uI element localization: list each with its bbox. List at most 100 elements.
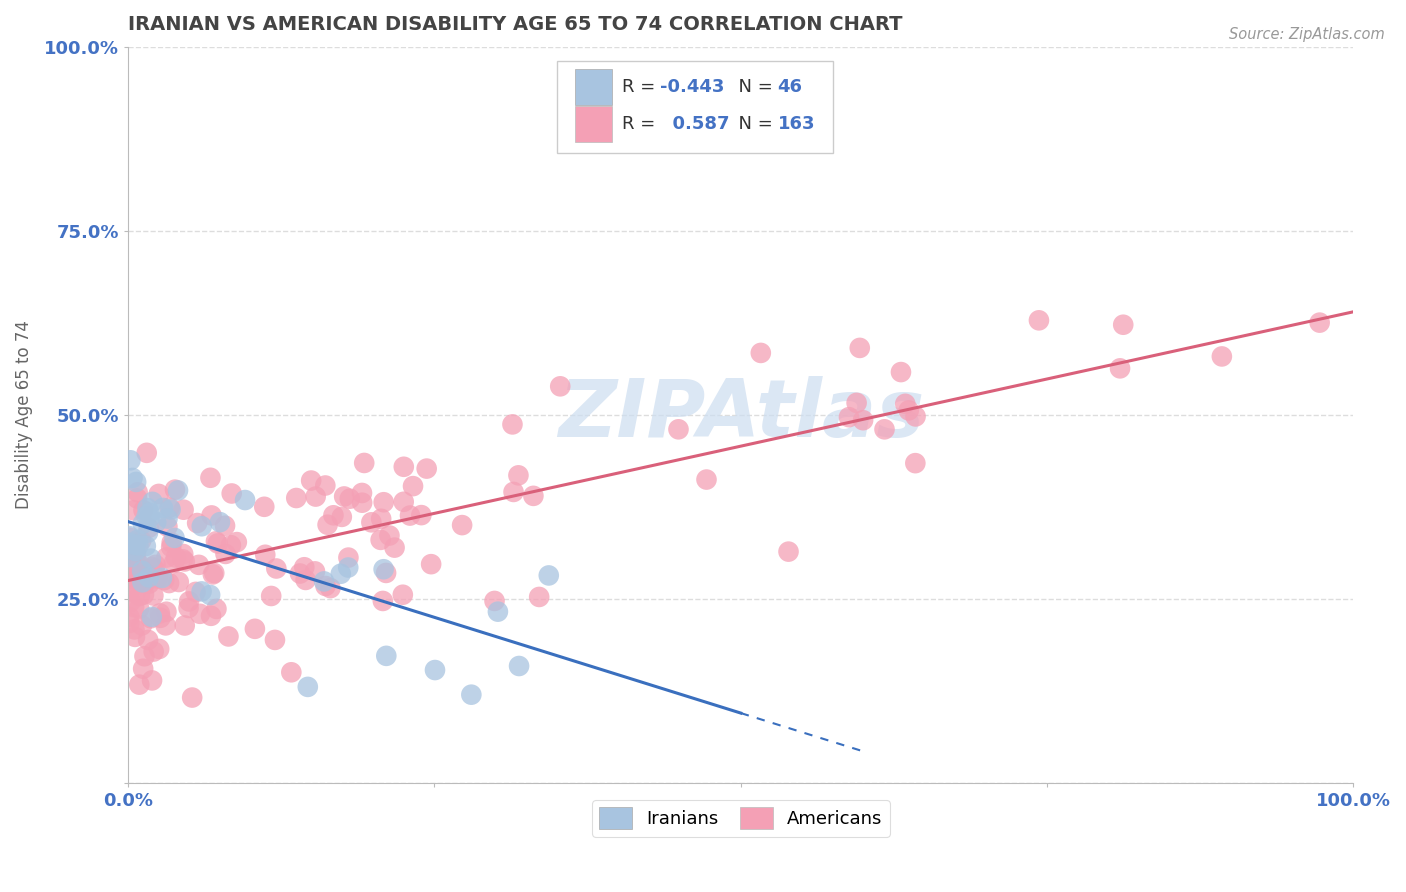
Point [118,583,141,598]
Point [118,529,141,543]
Point [350,486,373,500]
Point [125,547,148,561]
Point [411,508,433,522]
Point [1211,350,1233,364]
Point [122,600,145,615]
Point [141,610,163,624]
Point [127,491,149,506]
Point [392,495,415,509]
Point [190,584,212,599]
Point [120,453,142,467]
Point [280,665,302,680]
Point [845,396,868,410]
Point [131,575,153,590]
Point [1309,316,1331,330]
Point [501,417,523,432]
Point [155,618,177,632]
Point [172,552,194,566]
Point [118,561,141,575]
Point [132,662,155,676]
Point [156,511,179,525]
Text: R =: R = [621,78,661,96]
Point [135,539,157,553]
Point [120,571,142,585]
Point [118,568,141,582]
Point [124,567,146,582]
FancyBboxPatch shape [575,70,612,105]
Point [160,540,183,554]
Point [173,502,195,516]
Point [890,365,912,379]
Point [181,690,204,705]
Point [156,519,179,533]
Point [423,663,446,677]
Point [177,601,200,615]
Point [486,605,509,619]
Point [118,610,141,624]
Point [522,489,544,503]
Point [392,459,415,474]
Point [373,562,395,576]
Text: 0.587: 0.587 [659,115,730,133]
Point [219,538,242,552]
Point [153,573,176,587]
Point [370,512,392,526]
Point [353,456,375,470]
Point [333,490,356,504]
Point [134,649,156,664]
Point [145,558,167,572]
Point [370,533,392,547]
FancyBboxPatch shape [575,106,612,142]
Point [128,573,150,587]
Point [260,589,283,603]
Point [322,508,344,523]
Point [141,495,163,509]
Point [537,568,560,582]
Point [337,560,360,574]
Point [305,490,328,504]
Point [159,502,181,516]
Point [132,503,155,517]
Legend: Iranians, Americans: Iranians, Americans [592,800,890,837]
Point [205,534,228,549]
Point [352,496,374,510]
Point [264,632,287,647]
Point [138,506,160,520]
Point [314,478,336,492]
Point [243,622,266,636]
Point [266,561,288,575]
Point [138,576,160,591]
Point [121,471,143,485]
Point [668,422,690,436]
Point [152,500,174,515]
Point [217,630,239,644]
Point [198,588,221,602]
Point [214,518,236,533]
Point [128,589,150,603]
Point [420,557,443,571]
Point [460,688,482,702]
Point [134,576,156,591]
Point [132,516,155,531]
Point [167,483,190,498]
Point [145,515,167,529]
Point [375,648,398,663]
Point [124,544,146,558]
Point [125,475,148,489]
Point [221,486,243,500]
Point [329,566,352,581]
Point [124,623,146,637]
Point [120,550,142,565]
FancyBboxPatch shape [557,62,832,153]
Point [399,508,422,523]
Point [838,410,860,425]
Point [167,574,190,589]
Point [121,575,143,590]
Point [299,474,322,488]
Text: R =: R = [621,115,661,133]
Point [373,495,395,509]
Point [316,517,339,532]
Text: IRANIAN VS AMERICAN DISABILITY AGE 65 TO 74 CORRELATION CHART: IRANIAN VS AMERICAN DISABILITY AGE 65 TO… [128,15,903,34]
Point [131,618,153,632]
Point [191,519,214,533]
